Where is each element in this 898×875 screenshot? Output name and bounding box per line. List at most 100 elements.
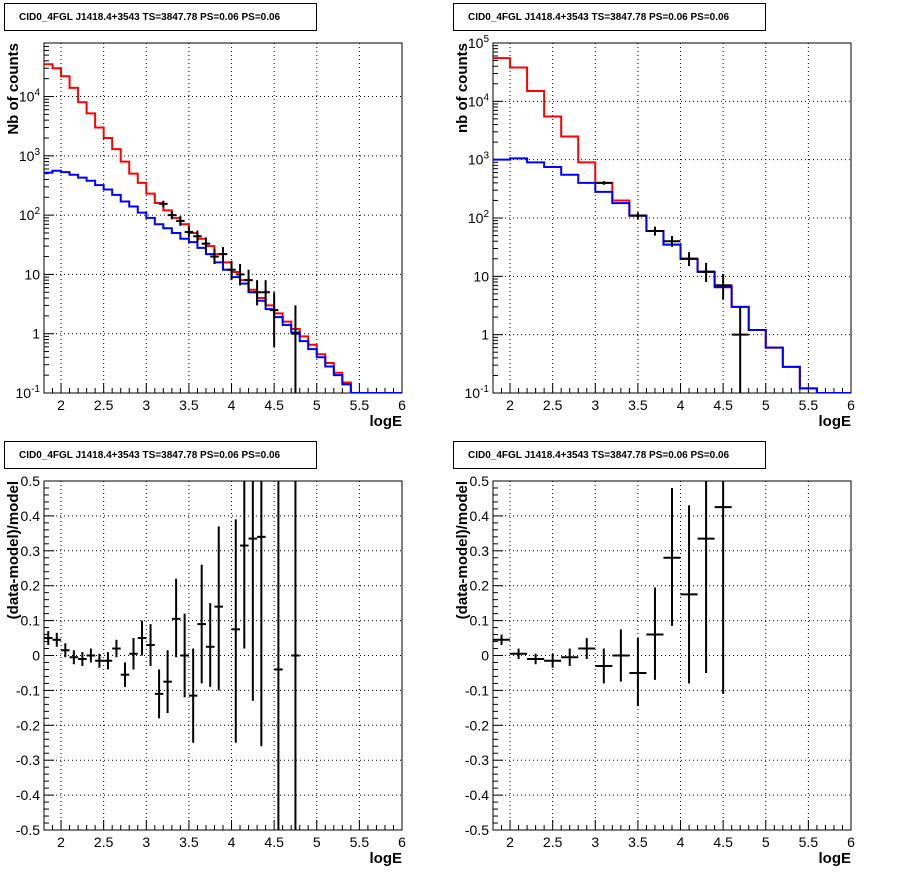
y-tick-label: 0.1: [470, 613, 490, 629]
y-tick-label: 10: [473, 268, 489, 284]
y-tick-label: 0: [481, 648, 489, 664]
y-tick-label: 10-1: [16, 384, 41, 401]
data-point: [257, 481, 266, 747]
data-point: [629, 638, 647, 707]
x-tick-label: 3: [591, 834, 599, 850]
x-axis: [492, 820, 852, 830]
panel-title-top-left: CID0_4FGL J1418.4+3543 TS=3847.78 PS=0.0…: [4, 3, 317, 31]
x-axis-label: logE: [370, 413, 403, 430]
x-tick-label: 2.5: [94, 834, 114, 850]
data-point: [544, 653, 562, 668]
data-point: [680, 505, 698, 684]
data-point: [52, 632, 62, 647]
y-tick-label: -0.2: [465, 717, 489, 733]
y-tick-label: 0.5: [470, 473, 490, 489]
data-point: [78, 652, 87, 666]
data-point: [646, 226, 664, 236]
plot-data: [44, 63, 402, 393]
plot-data: [44, 481, 300, 830]
y-axis-label: (data-model)/model: [454, 481, 471, 619]
x-tick-label: 2.5: [94, 397, 114, 413]
data-point: [69, 650, 79, 665]
data-point: [214, 526, 223, 691]
y-tick-label: 102: [19, 206, 41, 223]
x-axis-label: logE: [819, 413, 852, 430]
data-point: [646, 587, 664, 680]
plot-data: [493, 481, 732, 707]
data-point: [240, 481, 249, 649]
y-axis: [493, 480, 503, 831]
y-tick-label: -0.1: [16, 682, 40, 698]
data-point: [493, 634, 511, 646]
x-tick-label: 5: [313, 834, 321, 850]
y-tick-label: 0: [32, 648, 40, 664]
y-tick-label: 104: [19, 88, 41, 105]
data-point: [197, 564, 206, 684]
data-point: [129, 638, 138, 670]
x-tick-label: 3: [591, 397, 599, 413]
data-point: [210, 248, 219, 264]
data-point: [595, 648, 613, 684]
y-tick-label: 102: [468, 209, 490, 226]
y-tick-label: 0.4: [470, 508, 490, 524]
x-tick-label: 2: [506, 397, 514, 413]
x-tick-label: 3: [142, 397, 150, 413]
x-tick-label: 5.5: [350, 834, 370, 850]
y-tick-label: 104: [468, 92, 490, 109]
x-tick-label: 3.5: [179, 834, 199, 850]
x-axis: [43, 383, 403, 393]
y-tick-label: 0.2: [470, 578, 490, 594]
y-tick-label: -0.3: [16, 752, 40, 768]
data-point: [731, 306, 749, 393]
data-point: [184, 226, 194, 238]
y-tick-label: -0.4: [16, 787, 40, 803]
x-tick-label: 2.5: [543, 834, 563, 850]
x-tick-label: 4: [228, 397, 236, 413]
x-tick-label: 6: [398, 397, 406, 413]
x-tick-label: 4.5: [264, 834, 284, 850]
data-point: [159, 200, 168, 208]
y-tick-label: 0.5: [21, 473, 41, 489]
total-model-histogram: [493, 57, 851, 393]
x-tick-label: 6: [847, 397, 855, 413]
y-tick-label: -0.2: [16, 717, 40, 733]
data-point: [231, 519, 241, 743]
data-point: [629, 212, 647, 220]
data-point: [154, 669, 164, 719]
x-tick-label: 4.5: [264, 397, 284, 413]
data-point: [680, 252, 698, 267]
data-point: [171, 578, 181, 658]
data-point: [180, 613, 189, 698]
data-point: [95, 653, 104, 668]
x-axis: [43, 820, 403, 830]
y-tick-label: 103: [19, 147, 41, 164]
data-point: [201, 237, 211, 251]
grid: [44, 43, 403, 394]
data-point: [561, 648, 579, 666]
data-point: [235, 263, 245, 286]
data-point: [146, 624, 155, 666]
data-point: [527, 653, 545, 665]
y-tick-label: 1: [481, 327, 489, 343]
x-axis-label: logE: [819, 850, 852, 867]
grid: [493, 42, 852, 394]
data-point: [227, 260, 236, 281]
data-point: [291, 481, 300, 830]
data-point: [44, 631, 53, 646]
x-tick-label: 5.5: [350, 397, 370, 413]
x-tick-label: 3: [142, 834, 150, 850]
data-point: [112, 639, 121, 658]
x-tick-label: 5.5: [799, 834, 819, 850]
panel-title-bottom-left: CID0_4FGL J1418.4+3543 TS=3847.78 PS=0.0…: [4, 441, 317, 469]
x-tick-label: 2: [506, 834, 514, 850]
data-point: [188, 648, 198, 743]
y-axis: [44, 480, 54, 831]
data-point: [269, 292, 279, 347]
y-tick-label: 0.2: [21, 578, 41, 594]
y-tick-label: 10-1: [465, 384, 490, 401]
y-axis-label: (data-model)/model: [5, 481, 22, 619]
y-axis-label: nb of counts: [454, 43, 471, 133]
